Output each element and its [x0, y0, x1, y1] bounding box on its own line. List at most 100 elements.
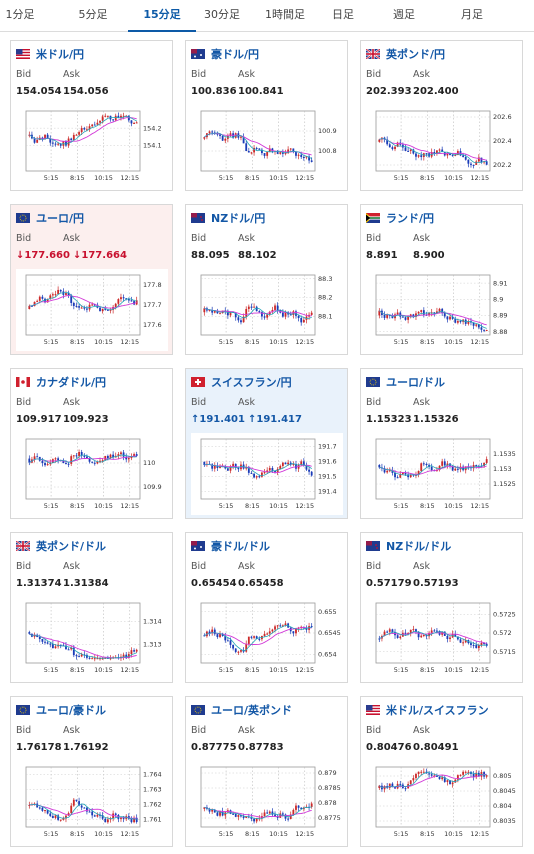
candle-body — [70, 456, 73, 464]
candle-body — [224, 636, 227, 641]
pair-title[interactable]: 豪ドル/ドル — [211, 540, 271, 553]
mini-chart[interactable]: 5:15 8:15 10:15 12:15 110 109.9 — [16, 433, 168, 515]
mini-chart[interactable]: 5:15 8:15 10:15 12:15 0.879 0.8785 0.878 0.8775 — [191, 761, 343, 843]
bid-value: 88.095 — [191, 250, 230, 261]
y-tick-label: 8.9 — [493, 296, 503, 304]
rate-card-gbpusd[interactable]: 英ポンド/ドル Bid Ask 1.31374 1.31384 5:15 8:15 10:15… — [10, 532, 173, 683]
candle-body — [281, 625, 284, 627]
candle-body — [44, 810, 46, 812]
pair-title[interactable]: 英ポンド/ドル — [36, 540, 107, 553]
tab-4[interactable]: 1時間足 — [265, 8, 305, 21]
rate-card-cadjpy[interactable]: カナダドル/円 Bid Ask 109.917 109.923 5:15 8:15 10:15… — [10, 368, 173, 519]
tab-5[interactable]: 日足 — [332, 8, 354, 21]
mini-chart[interactable]: 5:15 8:15 10:15 12:15 0.805 0.8045 0.804 0.8035 — [366, 761, 518, 843]
bid-value: 1.76178 — [16, 742, 62, 753]
candle-body — [78, 132, 80, 135]
rate-card-zarjpy[interactable]: ランド/円 Bid Ask 8.891 8.900 5:15 8:15 10:15 12:15 8… — [360, 204, 523, 355]
y-tick-label: 177.7 — [143, 301, 162, 309]
y-tick-label: 0.878 — [318, 799, 337, 807]
x-tick-label: 8:15 — [245, 830, 260, 838]
candlestick-chart: 5:15 8:15 10:15 12:15 100.9 100.8 — [200, 110, 337, 182]
pair-title[interactable]: 米ドル/円 — [36, 48, 85, 61]
candle-body — [261, 312, 263, 317]
candle-body — [46, 298, 49, 303]
pair-title[interactable]: ユーロ/豪ドル — [36, 704, 107, 717]
candle-body — [51, 816, 54, 818]
candle-body — [284, 153, 287, 155]
pair-title[interactable]: ランド/円 — [386, 212, 435, 225]
pair-title[interactable]: NZドル/ドル — [386, 540, 452, 553]
rate-card-eurjpy[interactable]: ユーロ/円 Bid Ask ↓177.660 ↓177.664 5:15 8:15 10:15… — [10, 204, 173, 355]
mini-chart[interactable]: 5:15 8:15 10:15 12:15 100.9 100.8 — [191, 105, 343, 187]
candle-body — [454, 155, 457, 157]
rate-card-usdjpy[interactable]: 米ドル/円 Bid Ask 154.054 154.056 5:15 8:15 10:15 12… — [10, 40, 173, 191]
mini-chart[interactable]: 5:15 8:15 10:15 12:15 1.764 1.763 1.762 1.761 — [16, 761, 168, 843]
candle-body — [99, 120, 101, 123]
mini-chart[interactable]: 5:15 8:15 10:15 12:15 191.7 191.6 191.5 191.4 — [191, 433, 343, 515]
ask-label: Ask — [238, 725, 255, 736]
candle-body — [91, 811, 94, 816]
candle-body — [240, 650, 242, 652]
pair-title[interactable]: カナダドル/円 — [36, 376, 107, 389]
pair-title[interactable]: 米ドル/スイスフラン — [386, 704, 489, 717]
candle-body — [433, 630, 436, 632]
mini-chart[interactable]: 5:15 8:15 10:15 12:15 177.8 177.7 177.6 — [16, 269, 168, 351]
candle-body — [417, 631, 420, 638]
rate-card-nzdjpy[interactable]: NZドル/円 Bid Ask 88.095 88.102 5:15 8:15 10:15 12:… — [185, 204, 348, 355]
mini-chart[interactable]: 5:15 8:15 10:15 12:15 8.91 8.9 8.89 8.88 — [366, 269, 518, 351]
mini-chart[interactable]: 5:15 8:15 10:15 12:15 202.6 202.4 202.2 — [366, 105, 518, 187]
candle-body — [451, 466, 454, 471]
plot-frame — [25, 602, 141, 664]
tab-2[interactable]: 15分足 — [128, 0, 196, 32]
candle-body — [226, 640, 229, 642]
candle-body — [78, 801, 80, 806]
tab-1[interactable]: 5分足 — [78, 8, 108, 21]
candle-body — [70, 647, 73, 650]
rate-card-gbpjpy[interactable]: 英ポンド/円 Bid Ask 202.393 202.400 5:15 8:15 10:15 1… — [360, 40, 523, 191]
moving-average-short — [204, 806, 312, 820]
x-tick-label: 10:15 — [269, 174, 288, 182]
pair-title[interactable]: ユーロ/ドル — [386, 376, 446, 389]
candle-body — [216, 812, 219, 816]
candle-body — [417, 311, 420, 314]
mini-chart[interactable]: 5:15 8:15 10:15 12:15 0.5725 0.572 0.5715 — [366, 597, 518, 679]
mini-chart[interactable]: 5:15 8:15 10:15 12:15 154.2 154.1 — [16, 105, 168, 187]
candle-body — [454, 779, 457, 783]
bid-label: Bid — [16, 725, 32, 736]
rate-card-chfjpy[interactable]: スイスフラン/円 Bid Ask ↑191.401 ↑191.417 5:15 8:15 10… — [185, 368, 348, 519]
tab-6[interactable]: 週足 — [393, 8, 415, 21]
card-header: ユーロ/ドル — [366, 375, 445, 389]
x-tick-label: 8:15 — [420, 338, 435, 346]
rate-card-audusd[interactable]: 豪ドル/ドル Bid Ask 0.65454 0.65458 5:15 8:15 10:15 1… — [185, 532, 348, 683]
rate-card-eurgbp[interactable]: ユーロ/英ポンド Bid Ask 0.87775 0.87783 5:15 8:15 10:1… — [185, 696, 348, 847]
rate-card-eurusd[interactable]: ユーロ/ドル Bid Ask 1.15323 1.15326 5:15 8:15 10:15 1… — [360, 368, 523, 519]
tab-3[interactable]: 30分足 — [204, 8, 240, 21]
candle-body — [78, 656, 80, 658]
rate-card-euraud[interactable]: ユーロ/豪ドル Bid Ask 1.76178 1.76192 5:15 8:15 10:15… — [10, 696, 173, 847]
candle-body — [120, 115, 122, 118]
pair-title[interactable]: 豪ドル/円 — [211, 48, 260, 61]
rate-card-audjpy[interactable]: 豪ドル/円 Bid Ask 100.836 100.841 5:15 8:15 10:15 12… — [185, 40, 348, 191]
mini-chart[interactable]: 5:15 8:15 10:15 12:15 1.314 1.313 — [16, 597, 168, 679]
y-tick-label: 191.6 — [318, 458, 337, 466]
mini-chart[interactable]: 5:15 8:15 10:15 12:15 1.1535 1.153 1.1525 — [366, 433, 518, 515]
bid-value: 0.57179 — [366, 578, 412, 589]
ask-label: Ask — [238, 69, 255, 80]
pair-title[interactable]: 英ポンド/円 — [386, 48, 446, 61]
candle-body — [420, 771, 423, 773]
candle-body — [391, 783, 394, 788]
mini-chart[interactable]: 5:15 8:15 10:15 12:15 0.655 0.6545 0.654 — [191, 597, 343, 679]
rate-card-usdchf[interactable]: 米ドル/スイスフラン Bid Ask 0.80476 0.80491 5:15 8:15 10… — [360, 696, 523, 847]
candle-body — [54, 458, 57, 460]
mini-chart[interactable]: 5:15 8:15 10:15 12:15 88.3 88.2 88.1 — [191, 269, 343, 351]
pair-title[interactable]: ユーロ/英ポンド — [211, 704, 293, 717]
tab-0[interactable]: 1分足 — [5, 8, 35, 21]
tab-7[interactable]: 月足 — [461, 8, 483, 21]
pair-title[interactable]: ユーロ/円 — [36, 212, 85, 225]
pair-title[interactable]: NZドル/円 — [211, 212, 266, 225]
ask-label: Ask — [238, 397, 255, 408]
rate-card-nzdusd[interactable]: NZドル/ドル Bid Ask 0.57179 0.57193 5:15 8:15 10:15… — [360, 532, 523, 683]
candle-body — [226, 468, 229, 471]
candle-body — [88, 304, 91, 310]
pair-title[interactable]: スイスフラン/円 — [211, 376, 292, 389]
